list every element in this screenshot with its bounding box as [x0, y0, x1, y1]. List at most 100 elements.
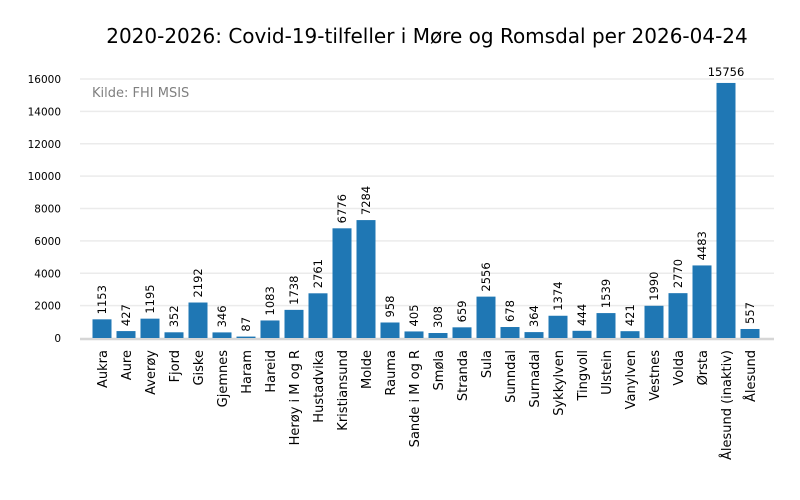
- bar: [476, 296, 496, 338]
- x-tick-label: Stranda: [456, 350, 471, 401]
- data-label: 1374: [551, 281, 565, 310]
- x-tick-label: Gjemnes: [216, 350, 231, 408]
- bar: [644, 305, 664, 338]
- x-tick-label: Hustadvika: [312, 350, 327, 423]
- data-label: 958: [383, 296, 397, 318]
- x-tick-label: Sula: [480, 350, 495, 378]
- data-label: 1539: [599, 279, 613, 308]
- x-tick-label: Surnadal: [528, 350, 543, 408]
- bar: [284, 309, 304, 338]
- bar: [548, 315, 568, 338]
- data-label: 6776: [335, 194, 349, 223]
- x-tick-label: Aure: [120, 350, 135, 380]
- x-tick-label: Giske: [192, 350, 207, 386]
- chart-title: 2020-2026: Covid-19-tilfeller i Møre og …: [106, 24, 748, 48]
- data-label: 421: [623, 304, 637, 326]
- bar: [236, 336, 256, 338]
- data-label: 678: [503, 300, 517, 322]
- x-tick-label: Ørsta: [696, 350, 711, 385]
- bar: [452, 327, 472, 338]
- bar: [188, 302, 208, 338]
- x-tick-label: Haram: [240, 350, 255, 394]
- bar: [668, 293, 688, 338]
- bar: [620, 331, 640, 338]
- bar: [140, 318, 160, 338]
- bar: [692, 265, 712, 338]
- bar: [572, 330, 592, 338]
- x-tick-label: Sunndal: [504, 350, 519, 403]
- x-tick-label: Tingvoll: [576, 350, 591, 402]
- bar: [500, 327, 520, 338]
- data-label: 1195: [143, 284, 157, 313]
- y-axis: 0 2000 4000 6000 8000 10000 12000 14000 16000: [28, 74, 61, 345]
- data-label: 4483: [695, 231, 709, 260]
- x-tick-label: Ulstein: [600, 350, 615, 395]
- y-tick-label: 4000: [34, 268, 61, 280]
- x-tick-label: Smøla: [432, 350, 447, 390]
- data-label: 308: [431, 306, 445, 328]
- bar: [164, 332, 184, 338]
- y-tick-label: 12000: [28, 139, 61, 151]
- x-tick-label: Herøy i M og R: [288, 350, 303, 445]
- y-tick-label: 10000: [28, 171, 61, 183]
- bar: [596, 313, 616, 338]
- y-tick-label: 2000: [34, 301, 61, 313]
- bar: [740, 328, 760, 338]
- x-tick-label: Aukra: [96, 350, 111, 388]
- data-label: 444: [575, 304, 589, 326]
- x-tick-label: Rauma: [384, 350, 399, 396]
- x-tick-label: Vestnes: [648, 350, 663, 401]
- data-label: 557: [743, 302, 757, 324]
- bars: 1153 427 1195 352 2192 346 87 1083 1738 2761 6776 7…: [92, 65, 760, 338]
- data-label: 659: [455, 300, 469, 322]
- bar: [404, 331, 424, 338]
- data-label: 405: [407, 304, 421, 326]
- y-tick-label: 0: [54, 333, 61, 345]
- x-tick-label: Kristiansund: [336, 350, 351, 431]
- data-label: 1083: [263, 286, 277, 315]
- bar: [428, 333, 448, 338]
- bar: [524, 332, 544, 338]
- x-tick-label: Vanylven: [624, 350, 639, 409]
- data-label: 364: [527, 305, 541, 327]
- data-label: 15756: [708, 65, 745, 79]
- data-label: 7284: [359, 186, 373, 215]
- bar: [356, 220, 376, 338]
- data-label: 427: [119, 304, 133, 326]
- data-label: 352: [167, 305, 181, 327]
- data-label: 1990: [647, 272, 661, 301]
- data-label: 2192: [191, 268, 205, 297]
- x-tick-label: Fjord: [168, 350, 183, 382]
- x-tick-label: Ålesund (inaktiv): [719, 350, 735, 460]
- x-tick-label: Averøy: [144, 350, 159, 395]
- data-label: 2556: [479, 262, 493, 291]
- bar: [380, 322, 400, 338]
- data-label: 1153: [95, 285, 109, 314]
- data-label: 346: [215, 305, 229, 327]
- y-tick-label: 8000: [34, 204, 61, 216]
- bar: [116, 331, 136, 338]
- x-tick-label: Ålesund: [743, 350, 759, 402]
- x-axis: Aukra Aure Averøy Fjord Giske Gjemnes Haram Har…: [96, 350, 759, 460]
- source-annotation: Kilde: FHI MSIS: [92, 86, 189, 101]
- x-tick-label: Volda: [672, 350, 687, 386]
- x-tick-label: Molde: [360, 350, 375, 389]
- bar: [716, 82, 736, 338]
- x-tick-label: Sande i M og R: [408, 350, 423, 447]
- data-label: 2770: [671, 259, 685, 288]
- data-label: 87: [239, 317, 253, 332]
- x-tick-label: Sykkylven: [552, 350, 567, 416]
- x-tick-label: Hareid: [264, 350, 279, 393]
- bar: [308, 293, 328, 338]
- y-tick-label: 16000: [28, 74, 61, 86]
- bar: [260, 320, 280, 338]
- y-tick-label: 6000: [34, 236, 61, 248]
- gridlines: [80, 78, 774, 341]
- y-tick-label: 14000: [28, 106, 61, 118]
- bar: [212, 332, 232, 338]
- data-label: 2761: [311, 259, 325, 288]
- bar: [332, 228, 352, 338]
- bar: [92, 319, 112, 338]
- data-label: 1738: [287, 276, 301, 305]
